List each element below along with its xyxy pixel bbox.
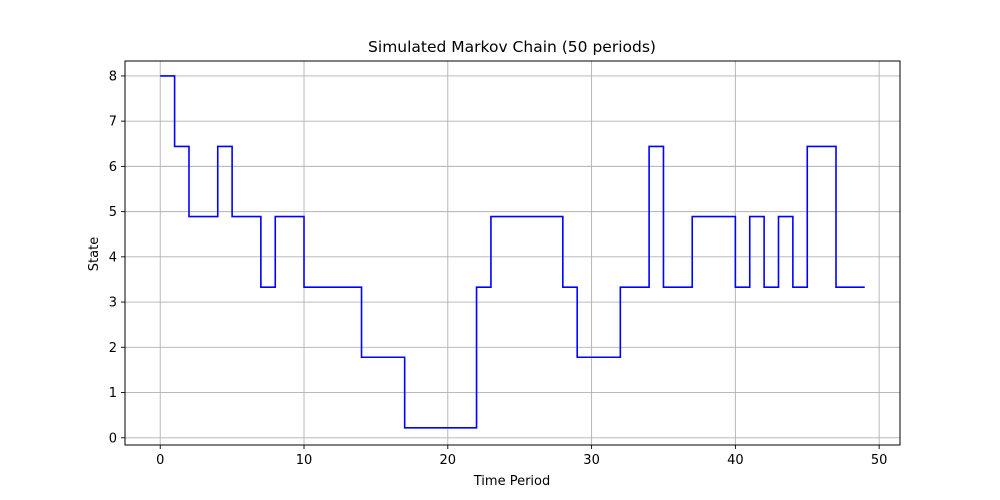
series-line-0 bbox=[160, 75, 865, 429]
y-tick-label: 0 bbox=[109, 431, 117, 446]
x-tick-label: 20 bbox=[440, 453, 457, 468]
y-tick-label: 5 bbox=[109, 205, 117, 220]
y-tick-label: 8 bbox=[109, 69, 117, 84]
x-tick-label: 10 bbox=[296, 453, 313, 468]
y-tick-label: 4 bbox=[109, 250, 117, 265]
y-tick-label: 3 bbox=[109, 296, 117, 311]
series-layer bbox=[160, 75, 865, 429]
x-axis-ticks: 0 10 20 30 40 50 bbox=[156, 445, 887, 468]
x-tick-label: 30 bbox=[583, 453, 600, 468]
x-tick-label: 0 bbox=[156, 453, 164, 468]
y-axis-label: State bbox=[87, 237, 102, 271]
x-tick-label: 50 bbox=[871, 453, 888, 468]
y-tick-label: 2 bbox=[109, 341, 117, 356]
y-axis-ticks: 0 1 2 3 4 5 6 7 8 bbox=[109, 69, 125, 446]
plot-frame bbox=[124, 60, 901, 446]
chart-title: Simulated Markov Chain (50 periods) bbox=[368, 38, 656, 56]
x-tick-label: 40 bbox=[727, 453, 744, 468]
y-tick-label: 1 bbox=[109, 386, 117, 401]
y-tick-label: 7 bbox=[109, 115, 117, 130]
grid-lines bbox=[125, 61, 900, 445]
x-axis-label: Time Period bbox=[473, 474, 550, 489]
y-tick-label: 6 bbox=[109, 160, 117, 175]
